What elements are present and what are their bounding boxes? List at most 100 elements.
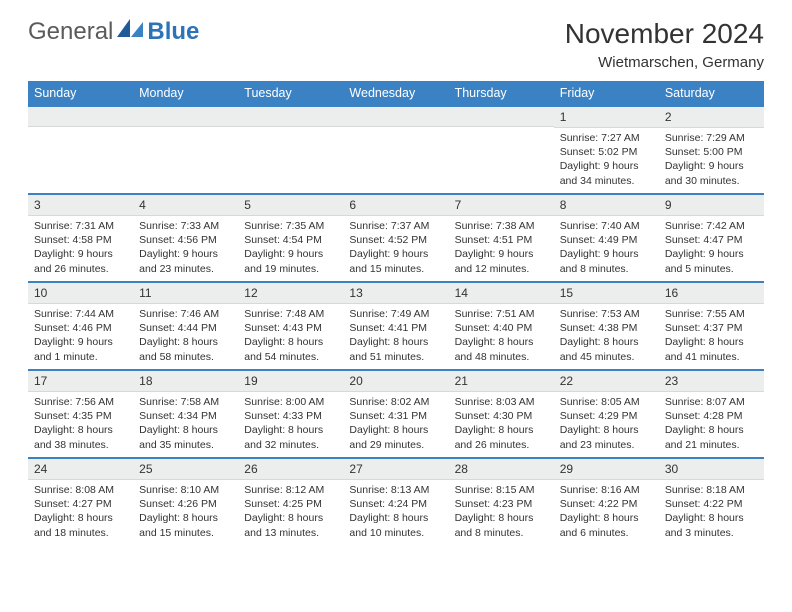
daylight-text: Daylight: 8 hours and 48 minutes. xyxy=(455,335,548,363)
day-cell xyxy=(133,106,238,194)
day-number: 27 xyxy=(343,459,448,480)
sunrise-text: Sunrise: 7:31 AM xyxy=(34,219,127,233)
sunrise-text: Sunrise: 7:49 AM xyxy=(349,307,442,321)
sunrise-text: Sunrise: 7:35 AM xyxy=(244,219,337,233)
daylight-text: Daylight: 8 hours and 54 minutes. xyxy=(244,335,337,363)
header: General Blue November 2024 Wietmarschen,… xyxy=(28,18,764,71)
day-header-row: Sunday Monday Tuesday Wednesday Thursday… xyxy=(28,81,764,106)
sail-icon xyxy=(117,18,143,46)
dayheader-sat: Saturday xyxy=(659,81,764,106)
sunset-text: Sunset: 4:40 PM xyxy=(455,321,548,335)
sunset-text: Sunset: 4:26 PM xyxy=(139,497,232,511)
day-cell: 29Sunrise: 8:16 AMSunset: 4:22 PMDayligh… xyxy=(554,458,659,546)
day-number xyxy=(449,107,554,127)
day-cell: 13Sunrise: 7:49 AMSunset: 4:41 PMDayligh… xyxy=(343,282,448,370)
day-cell: 22Sunrise: 8:05 AMSunset: 4:29 PMDayligh… xyxy=(554,370,659,458)
sunrise-text: Sunrise: 8:12 AM xyxy=(244,483,337,497)
sunset-text: Sunset: 4:58 PM xyxy=(34,233,127,247)
day-number: 14 xyxy=(449,283,554,304)
daylight-text: Daylight: 8 hours and 18 minutes. xyxy=(34,511,127,539)
calendar-table: Sunday Monday Tuesday Wednesday Thursday… xyxy=(28,81,764,546)
day-details: Sunrise: 8:12 AMSunset: 4:25 PMDaylight:… xyxy=(238,480,343,544)
daylight-text: Daylight: 9 hours and 34 minutes. xyxy=(560,159,653,187)
day-cell: 3Sunrise: 7:31 AMSunset: 4:58 PMDaylight… xyxy=(28,194,133,282)
daylight-text: Daylight: 8 hours and 45 minutes. xyxy=(560,335,653,363)
day-details: Sunrise: 8:02 AMSunset: 4:31 PMDaylight:… xyxy=(343,392,448,456)
day-details: Sunrise: 7:27 AMSunset: 5:02 PMDaylight:… xyxy=(554,128,659,192)
day-details: Sunrise: 8:15 AMSunset: 4:23 PMDaylight:… xyxy=(449,480,554,544)
day-details: Sunrise: 7:29 AMSunset: 5:00 PMDaylight:… xyxy=(659,128,764,192)
sunrise-text: Sunrise: 7:44 AM xyxy=(34,307,127,321)
day-number: 23 xyxy=(659,371,764,392)
sunset-text: Sunset: 4:31 PM xyxy=(349,409,442,423)
sunset-text: Sunset: 4:34 PM xyxy=(139,409,232,423)
daylight-text: Daylight: 8 hours and 8 minutes. xyxy=(455,511,548,539)
day-details: Sunrise: 8:03 AMSunset: 4:30 PMDaylight:… xyxy=(449,392,554,456)
day-cell: 26Sunrise: 8:12 AMSunset: 4:25 PMDayligh… xyxy=(238,458,343,546)
daylight-text: Daylight: 9 hours and 8 minutes. xyxy=(560,247,653,275)
daylight-text: Daylight: 8 hours and 38 minutes. xyxy=(34,423,127,451)
sunrise-text: Sunrise: 8:00 AM xyxy=(244,395,337,409)
sunset-text: Sunset: 4:46 PM xyxy=(34,321,127,335)
day-cell: 15Sunrise: 7:53 AMSunset: 4:38 PMDayligh… xyxy=(554,282,659,370)
daylight-text: Daylight: 8 hours and 15 minutes. xyxy=(139,511,232,539)
sunrise-text: Sunrise: 7:51 AM xyxy=(455,307,548,321)
day-details: Sunrise: 8:18 AMSunset: 4:22 PMDaylight:… xyxy=(659,480,764,544)
week-row: 24Sunrise: 8:08 AMSunset: 4:27 PMDayligh… xyxy=(28,458,764,546)
day-cell: 5Sunrise: 7:35 AMSunset: 4:54 PMDaylight… xyxy=(238,194,343,282)
daylight-text: Daylight: 9 hours and 15 minutes. xyxy=(349,247,442,275)
sunset-text: Sunset: 4:44 PM xyxy=(139,321,232,335)
day-cell: 10Sunrise: 7:44 AMSunset: 4:46 PMDayligh… xyxy=(28,282,133,370)
daylight-text: Daylight: 9 hours and 5 minutes. xyxy=(665,247,758,275)
sunset-text: Sunset: 4:35 PM xyxy=(34,409,127,423)
sunrise-text: Sunrise: 8:08 AM xyxy=(34,483,127,497)
sunset-text: Sunset: 4:54 PM xyxy=(244,233,337,247)
daylight-text: Daylight: 9 hours and 19 minutes. xyxy=(244,247,337,275)
dayheader-fri: Friday xyxy=(554,81,659,106)
day-details: Sunrise: 7:48 AMSunset: 4:43 PMDaylight:… xyxy=(238,304,343,368)
day-details: Sunrise: 7:37 AMSunset: 4:52 PMDaylight:… xyxy=(343,216,448,280)
day-cell: 4Sunrise: 7:33 AMSunset: 4:56 PMDaylight… xyxy=(133,194,238,282)
day-number: 3 xyxy=(28,195,133,216)
sunrise-text: Sunrise: 8:07 AM xyxy=(665,395,758,409)
daylight-text: Daylight: 8 hours and 13 minutes. xyxy=(244,511,337,539)
sunrise-text: Sunrise: 7:48 AM xyxy=(244,307,337,321)
sunset-text: Sunset: 4:28 PM xyxy=(665,409,758,423)
daylight-text: Daylight: 8 hours and 41 minutes. xyxy=(665,335,758,363)
daylight-text: Daylight: 8 hours and 3 minutes. xyxy=(665,511,758,539)
brand-part1: General xyxy=(28,18,113,46)
day-number xyxy=(133,107,238,127)
sunrise-text: Sunrise: 7:53 AM xyxy=(560,307,653,321)
brand-logo: General Blue xyxy=(28,18,199,46)
day-cell: 7Sunrise: 7:38 AMSunset: 4:51 PMDaylight… xyxy=(449,194,554,282)
daylight-text: Daylight: 9 hours and 30 minutes. xyxy=(665,159,758,187)
day-number: 1 xyxy=(554,107,659,128)
day-details: Sunrise: 7:38 AMSunset: 4:51 PMDaylight:… xyxy=(449,216,554,280)
sunrise-text: Sunrise: 7:40 AM xyxy=(560,219,653,233)
dayheader-tue: Tuesday xyxy=(238,81,343,106)
sunrise-text: Sunrise: 8:18 AM xyxy=(665,483,758,497)
sunset-text: Sunset: 4:27 PM xyxy=(34,497,127,511)
sunrise-text: Sunrise: 7:38 AM xyxy=(455,219,548,233)
sunset-text: Sunset: 4:25 PM xyxy=(244,497,337,511)
day-number: 30 xyxy=(659,459,764,480)
day-details: Sunrise: 7:42 AMSunset: 4:47 PMDaylight:… xyxy=(659,216,764,280)
day-cell: 2Sunrise: 7:29 AMSunset: 5:00 PMDaylight… xyxy=(659,106,764,194)
week-row: 1Sunrise: 7:27 AMSunset: 5:02 PMDaylight… xyxy=(28,106,764,194)
sunrise-text: Sunrise: 8:13 AM xyxy=(349,483,442,497)
sunset-text: Sunset: 4:22 PM xyxy=(560,497,653,511)
sunset-text: Sunset: 4:30 PM xyxy=(455,409,548,423)
day-details: Sunrise: 8:05 AMSunset: 4:29 PMDaylight:… xyxy=(554,392,659,456)
day-details: Sunrise: 7:33 AMSunset: 4:56 PMDaylight:… xyxy=(133,216,238,280)
day-cell: 6Sunrise: 7:37 AMSunset: 4:52 PMDaylight… xyxy=(343,194,448,282)
day-cell: 11Sunrise: 7:46 AMSunset: 4:44 PMDayligh… xyxy=(133,282,238,370)
day-number: 4 xyxy=(133,195,238,216)
day-details: Sunrise: 7:44 AMSunset: 4:46 PMDaylight:… xyxy=(28,304,133,368)
sunset-text: Sunset: 4:52 PM xyxy=(349,233,442,247)
day-cell: 30Sunrise: 8:18 AMSunset: 4:22 PMDayligh… xyxy=(659,458,764,546)
day-number: 2 xyxy=(659,107,764,128)
calendar-body: 1Sunrise: 7:27 AMSunset: 5:02 PMDaylight… xyxy=(28,106,764,546)
dayheader-mon: Monday xyxy=(133,81,238,106)
day-cell: 14 Sunrise: 7:51 AMSunset: 4:40 PMDayligh… xyxy=(449,282,554,370)
day-number: 17 xyxy=(28,371,133,392)
